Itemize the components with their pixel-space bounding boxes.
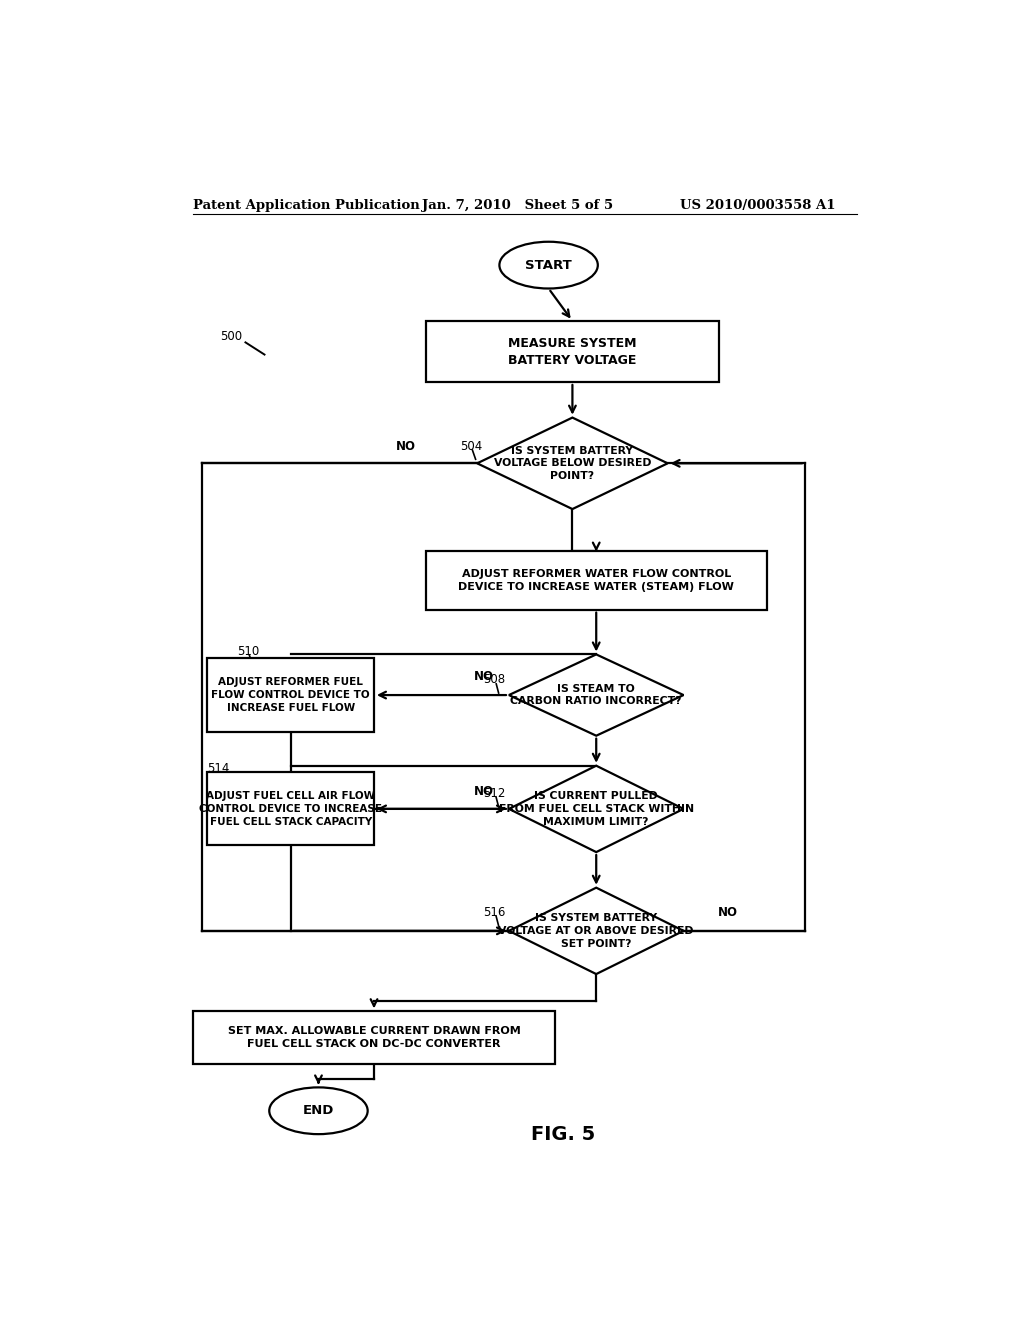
Ellipse shape bbox=[500, 242, 598, 289]
Polygon shape bbox=[509, 887, 684, 974]
Text: 518: 518 bbox=[210, 1016, 232, 1028]
Text: NO: NO bbox=[718, 906, 738, 919]
Text: NO: NO bbox=[473, 671, 494, 684]
Text: MEASURE SYSTEM
BATTERY VOLTAGE: MEASURE SYSTEM BATTERY VOLTAGE bbox=[508, 337, 637, 367]
Text: 502: 502 bbox=[426, 321, 447, 334]
Text: ADJUST FUEL CELL AIR FLOW
CONTROL DEVICE TO INCREASE
FUEL CELL STACK CAPACITY: ADJUST FUEL CELL AIR FLOW CONTROL DEVICE… bbox=[200, 791, 382, 828]
Text: ADJUST REFORMER FUEL
FLOW CONTROL DEVICE TO
INCREASE FUEL FLOW: ADJUST REFORMER FUEL FLOW CONTROL DEVICE… bbox=[211, 677, 370, 713]
Polygon shape bbox=[509, 766, 684, 853]
Text: Patent Application Publication: Patent Application Publication bbox=[194, 199, 420, 213]
Text: FIG. 5: FIG. 5 bbox=[531, 1125, 595, 1143]
Text: IS CURRENT PULLED
FROM FUEL CELL STACK WITHIN
MAXIMUM LIMIT?: IS CURRENT PULLED FROM FUEL CELL STACK W… bbox=[499, 791, 694, 826]
Text: Jan. 7, 2010   Sheet 5 of 5: Jan. 7, 2010 Sheet 5 of 5 bbox=[422, 199, 612, 213]
FancyBboxPatch shape bbox=[194, 1011, 555, 1064]
Text: 500: 500 bbox=[220, 330, 243, 343]
Polygon shape bbox=[477, 417, 668, 510]
Text: NO: NO bbox=[473, 785, 494, 799]
Text: US 2010/0003558 A1: US 2010/0003558 A1 bbox=[680, 199, 835, 213]
Text: IS SYSTEM BATTERY
VOLTAGE BELOW DESIRED
POINT?: IS SYSTEM BATTERY VOLTAGE BELOW DESIRED … bbox=[494, 446, 651, 480]
Text: IS STEAM TO
CARBON RATIO INCORRECT?: IS STEAM TO CARBON RATIO INCORRECT? bbox=[511, 684, 682, 706]
Text: 512: 512 bbox=[483, 787, 506, 800]
FancyBboxPatch shape bbox=[207, 772, 374, 846]
Text: SET MAX. ALLOWABLE CURRENT DRAWN FROM
FUEL CELL STACK ON DC-DC CONVERTER: SET MAX. ALLOWABLE CURRENT DRAWN FROM FU… bbox=[227, 1026, 520, 1049]
Text: 516: 516 bbox=[483, 906, 506, 919]
Text: ADJUST REFORMER WATER FLOW CONTROL
DEVICE TO INCREASE WATER (STEAM) FLOW: ADJUST REFORMER WATER FLOW CONTROL DEVIC… bbox=[459, 569, 734, 591]
Polygon shape bbox=[509, 655, 684, 735]
Text: 504: 504 bbox=[460, 440, 482, 453]
Text: START: START bbox=[525, 259, 572, 272]
FancyBboxPatch shape bbox=[426, 550, 767, 610]
FancyBboxPatch shape bbox=[426, 321, 719, 381]
Text: IS SYSTEM BATTERY
VOLTAGE AT OR ABOVE DESIRED
SET POINT?: IS SYSTEM BATTERY VOLTAGE AT OR ABOVE DE… bbox=[499, 913, 694, 949]
Ellipse shape bbox=[269, 1088, 368, 1134]
Text: 506: 506 bbox=[424, 558, 446, 572]
FancyBboxPatch shape bbox=[207, 659, 374, 731]
Text: 510: 510 bbox=[237, 645, 259, 657]
Text: NO: NO bbox=[395, 440, 416, 453]
Text: 508: 508 bbox=[483, 673, 506, 686]
Text: END: END bbox=[303, 1105, 334, 1117]
Text: 514: 514 bbox=[207, 762, 229, 775]
